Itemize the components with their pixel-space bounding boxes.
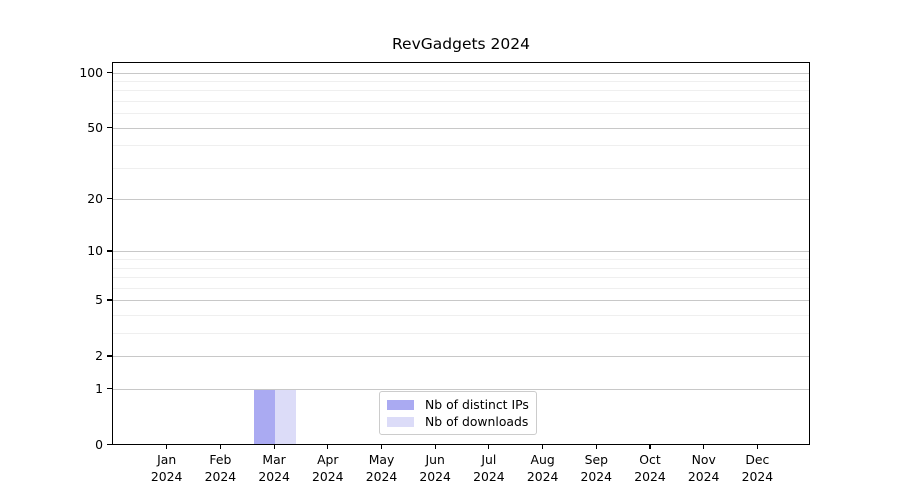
x-axis-label-line: 2024	[150, 468, 183, 484]
x-axis-label-line: 2024	[687, 468, 720, 484]
x-axis-label: May 2024	[347, 452, 417, 485]
gridline-major	[113, 127, 809, 129]
x-axis-label: Oct 2024	[615, 452, 685, 485]
legend-item-downloads: Nb of downloads	[387, 413, 529, 430]
legend-label-distinct-ips: Nb of distinct IPs	[425, 397, 529, 412]
x-axis-tick	[649, 445, 651, 449]
x-axis-label: Jun 2024	[400, 452, 470, 485]
x-axis-label-line: 2024	[526, 468, 559, 484]
x-axis-label-line: 2024	[204, 468, 237, 484]
x-axis-tick	[595, 445, 597, 449]
y-axis-label: 0	[95, 437, 103, 452]
x-axis-label: Jan 2024	[132, 452, 202, 485]
gridline-minor	[113, 315, 809, 317]
bar-nb-of-distinct-ips	[253, 390, 276, 444]
gridline-minor	[113, 90, 809, 92]
y-axis-label: 2	[95, 348, 103, 364]
gridline-minor	[113, 267, 809, 269]
x-axis-label-line: Sep	[584, 452, 608, 467]
x-axis-label-line: 2024	[312, 468, 344, 484]
gridline-minor	[113, 167, 809, 169]
x-axis-label-line: Jan	[157, 452, 177, 467]
x-axis-label-line: 2024	[473, 468, 505, 484]
x-axis-tick	[703, 445, 705, 449]
x-axis-label-line: Jul	[481, 452, 497, 467]
legend: Nb of distinct IPs Nb of downloads	[379, 391, 537, 435]
x-axis-label-line: Mar	[262, 452, 286, 467]
plot-area	[112, 62, 810, 445]
gridline-minor	[113, 287, 809, 289]
x-axis-label: Apr 2024	[293, 452, 363, 485]
y-axis-tick	[107, 126, 112, 128]
x-axis-tick	[542, 445, 544, 449]
chart-title: RevGadgets 2024	[391, 35, 531, 53]
y-axis-tick	[107, 299, 112, 301]
gridline-minor	[113, 100, 809, 102]
gridline-minor	[113, 113, 809, 115]
gridline-major	[113, 199, 809, 201]
gridline-minor	[113, 80, 809, 82]
x-axis-label: Nov 2024	[669, 452, 739, 485]
x-axis-label-line: Jun	[425, 452, 445, 467]
y-axis-tick	[107, 388, 112, 390]
gridline-major	[113, 356, 809, 358]
legend-item-distinct-ips: Nb of distinct IPs	[387, 396, 529, 413]
y-axis-label: 5	[95, 292, 103, 308]
x-axis-label-line: Apr	[317, 452, 339, 467]
x-axis-tick	[434, 445, 436, 449]
x-axis-tick	[166, 445, 168, 449]
x-axis-label: Aug 2024	[508, 452, 578, 485]
x-axis-tick	[380, 445, 383, 449]
legend-swatch-distinct-ips	[387, 399, 414, 410]
x-axis-tick	[219, 445, 221, 449]
x-axis-label-line: Oct	[639, 452, 661, 467]
x-axis-label-line: Feb	[209, 452, 232, 467]
x-axis-tick	[756, 445, 758, 449]
x-axis-label-line: 2024	[634, 468, 666, 484]
gridline-major	[113, 251, 809, 253]
bar-nb-of-downloads	[275, 390, 297, 444]
x-axis-tick	[327, 445, 329, 449]
x-axis-label-line: 2024	[365, 468, 398, 484]
legend-swatch-downloads	[387, 416, 414, 427]
x-axis-label-line: 2024	[258, 468, 290, 484]
gridline-minor	[113, 145, 809, 147]
x-axis-label: Dec 2024	[722, 452, 792, 485]
y-axis-tick	[107, 444, 112, 446]
y-axis-label: 50	[87, 119, 103, 135]
gridline-major	[113, 72, 809, 74]
y-axis-label: 1	[95, 381, 103, 397]
x-axis-label-line: 2024	[419, 468, 451, 484]
y-axis-tick	[107, 198, 112, 200]
gridline-minor	[113, 277, 809, 279]
x-axis-label: Jul 2024	[454, 452, 524, 485]
y-axis-label: 10	[87, 243, 103, 259]
x-axis-tick	[488, 445, 490, 449]
x-axis-tick	[273, 445, 275, 449]
x-axis-label-line: 2024	[580, 468, 613, 484]
x-axis-label: Feb 2024	[185, 452, 255, 485]
x-axis-label-line: Aug	[530, 452, 555, 467]
x-axis-label-line: Nov	[691, 452, 716, 467]
gridline-major	[113, 389, 809, 391]
y-axis-tick	[107, 355, 112, 357]
x-axis-label-line: May	[368, 452, 395, 467]
y-axis-label: 100	[79, 64, 103, 80]
gridline-minor	[113, 259, 809, 261]
legend-label-downloads: Nb of downloads	[425, 414, 529, 429]
gridline-major	[113, 300, 809, 302]
x-axis-label-line: Dec	[745, 452, 770, 467]
gridline-minor	[113, 333, 809, 335]
x-axis-label-line: 2024	[741, 468, 774, 484]
y-axis-tick	[107, 71, 112, 73]
x-axis-label: Mar 2024	[239, 452, 309, 485]
y-axis-tick	[107, 250, 112, 252]
x-axis-label: Sep 2024	[561, 452, 631, 485]
y-axis-label: 20	[87, 191, 103, 207]
